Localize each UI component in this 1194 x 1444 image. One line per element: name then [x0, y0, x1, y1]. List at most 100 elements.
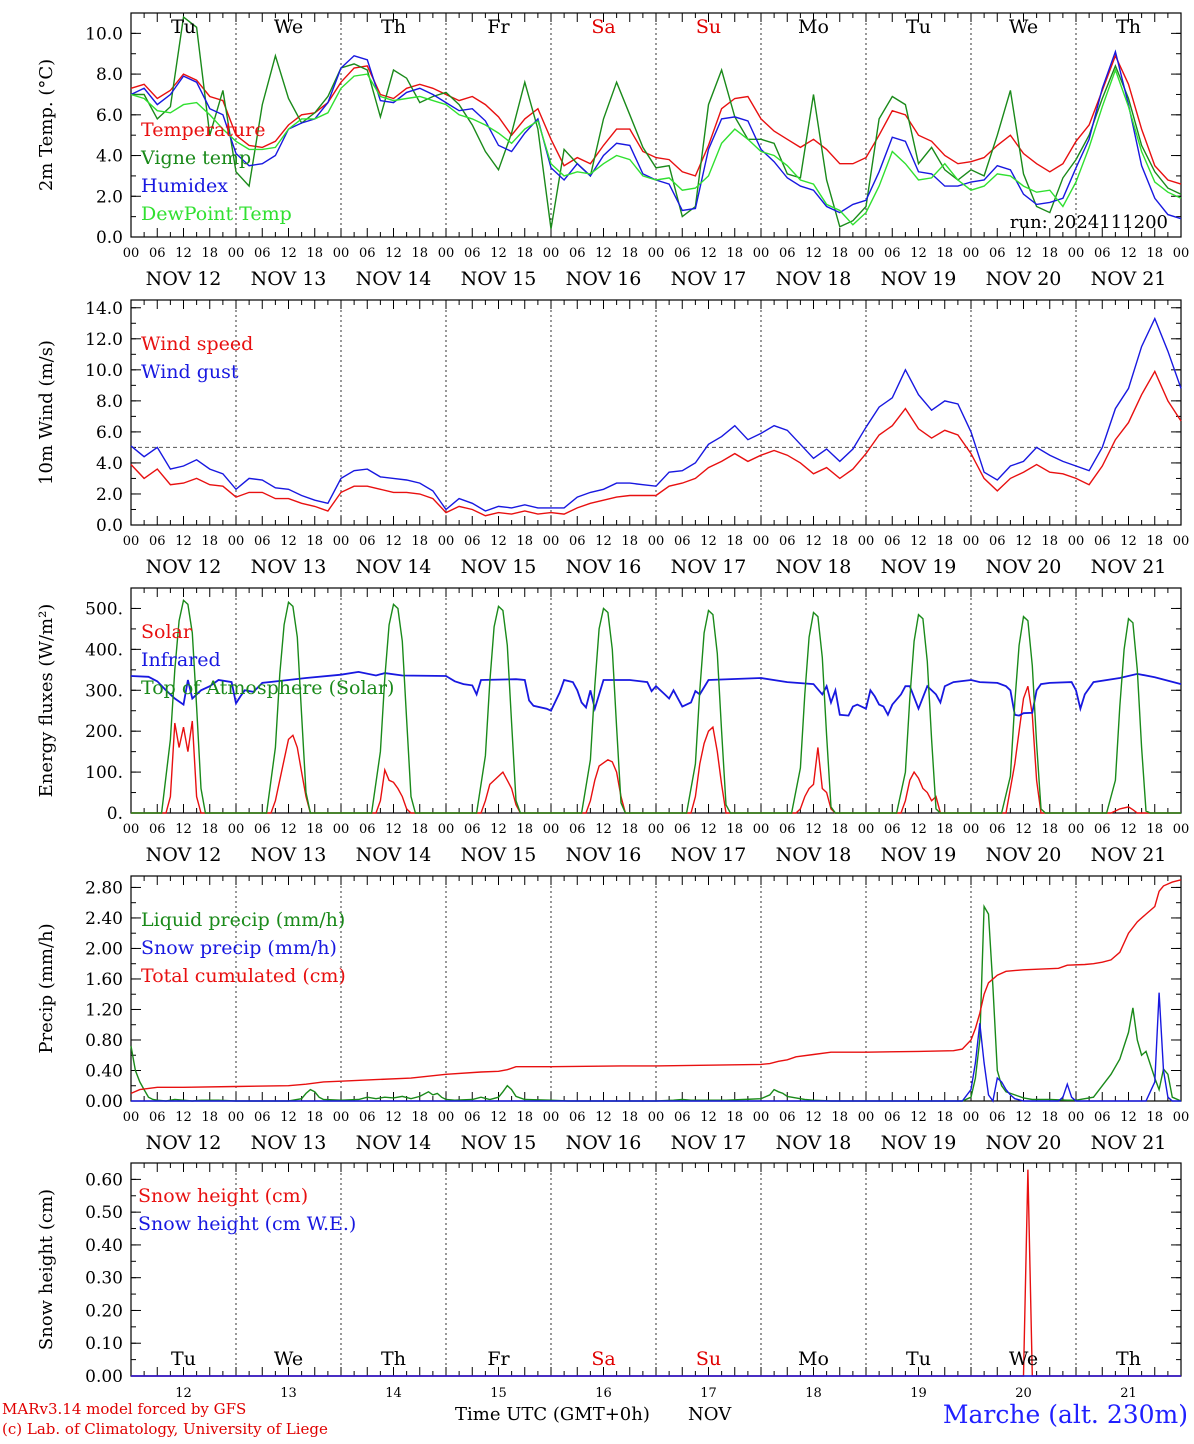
hour-tick-label: 00 — [438, 246, 455, 261]
legend-entry: Wind speed — [141, 333, 253, 355]
hour-tick-label: 06 — [989, 822, 1006, 837]
hour-tick-label: 06 — [464, 534, 481, 549]
y-tick-label: 2.00 — [85, 939, 123, 959]
hour-tick-label: 12 — [280, 246, 297, 261]
day-number-label: 15 — [490, 1386, 507, 1401]
hour-tick-label: 06 — [989, 246, 1006, 261]
hour-tick-label: 00 — [753, 534, 770, 549]
weekday-label: We — [1009, 16, 1038, 38]
hour-tick-label: 12 — [385, 246, 402, 261]
y-axis-label: Precip (mm/h) — [36, 923, 57, 1053]
legend-entry: Total cumulated (cm) — [141, 965, 346, 987]
hour-tick-label: 06 — [569, 822, 586, 837]
legend-entry: Snow precip (mm/h) — [141, 937, 337, 959]
hour-tick-label: 00 — [1068, 822, 1085, 837]
hour-tick-label: 18 — [411, 534, 428, 549]
hour-tick-label: 12 — [490, 1110, 507, 1125]
hour-tick-label: 12 — [1120, 534, 1137, 549]
date-label: NOV 14 — [356, 268, 432, 290]
hour-tick-label: 06 — [464, 246, 481, 261]
y-tick-label: 10.0 — [85, 24, 123, 44]
day-number-label: 13 — [280, 1386, 297, 1401]
weekday-label: Mo — [798, 1348, 829, 1370]
hour-tick-label: 06 — [1094, 534, 1111, 549]
hour-tick-label: 06 — [464, 1110, 481, 1125]
legend-entry: Infrared — [141, 649, 221, 671]
date-label: NOV 13 — [251, 268, 327, 290]
hour-tick-label: 18 — [936, 822, 953, 837]
y-tick-label: 0.00 — [85, 1092, 123, 1112]
hour-tick-label: 06 — [989, 1110, 1006, 1125]
hour-tick-label: 18 — [621, 822, 638, 837]
legend-entry: Humidex — [141, 175, 228, 197]
hour-tick-label: 00 — [1173, 246, 1190, 261]
hour-tick-label: 18 — [1041, 1110, 1058, 1125]
hour-tick-label: 12 — [280, 822, 297, 837]
hour-tick-label: 00 — [858, 822, 875, 837]
y-tick-label: 0.30 — [85, 1269, 123, 1289]
hour-tick-label: 12 — [1120, 822, 1137, 837]
date-label: NOV 16 — [566, 556, 642, 578]
date-label: NOV 17 — [671, 556, 747, 578]
date-label: NOV 21 — [1091, 1132, 1167, 1154]
hour-tick-label: 00 — [333, 246, 350, 261]
y-tick-label: 6.0 — [96, 106, 123, 126]
model-credit: MARv3.14 model forced by GFS — [2, 1400, 247, 1418]
hour-tick-label: 06 — [674, 534, 691, 549]
weekday-label: Tu — [171, 1348, 196, 1370]
hour-tick-label: 00 — [123, 534, 140, 549]
series-line — [131, 598, 1181, 814]
hour-tick-label: 12 — [1120, 246, 1137, 261]
series-line — [130, 670, 1182, 717]
hour-tick-label: 18 — [306, 1110, 323, 1125]
hour-tick-label: 18 — [726, 246, 743, 261]
legend-entry: Snow height (cm W.E.) — [138, 1213, 356, 1235]
date-label: NOV 19 — [881, 268, 957, 290]
legend-entry: Solar — [141, 621, 193, 643]
hour-tick-label: 18 — [726, 822, 743, 837]
date-label: NOV 15 — [461, 1132, 537, 1154]
hour-tick-label: 12 — [490, 822, 507, 837]
hour-tick-label: 06 — [149, 1110, 166, 1125]
hour-tick-label: 06 — [149, 246, 166, 261]
hour-tick-label: 18 — [936, 534, 953, 549]
y-tick-label: 400. — [85, 640, 123, 660]
hour-tick-label: 12 — [490, 534, 507, 549]
hour-tick-label: 06 — [569, 246, 586, 261]
hour-tick-label: 06 — [1094, 246, 1111, 261]
series-line — [131, 992, 1181, 1103]
date-label: NOV 12 — [146, 268, 222, 290]
date-label: NOV 18 — [776, 844, 852, 866]
y-axis-label: 2m Temp. (°C) — [36, 59, 57, 191]
hour-tick-label: 06 — [464, 822, 481, 837]
day-number-label: 20 — [1015, 1386, 1032, 1401]
hour-tick-label: 00 — [963, 822, 980, 837]
hour-tick-label: 12 — [385, 1110, 402, 1125]
date-label: NOV 19 — [881, 1132, 957, 1154]
hour-tick-label: 06 — [884, 1110, 901, 1125]
hour-tick-label: 00 — [543, 534, 560, 549]
hour-tick-label: 18 — [1041, 534, 1058, 549]
legend-entry: DewPoint Temp — [141, 203, 292, 225]
hour-tick-label: 06 — [359, 534, 376, 549]
date-label: NOV 19 — [881, 556, 957, 578]
y-tick-label: 1.60 — [85, 970, 123, 990]
date-label: NOV 17 — [671, 1132, 747, 1154]
date-label: NOV 17 — [671, 268, 747, 290]
date-label: NOV 15 — [461, 556, 537, 578]
y-tick-label: 0.40 — [85, 1061, 123, 1081]
hour-tick-label: 00 — [123, 822, 140, 837]
hour-tick-label: 12 — [1015, 822, 1032, 837]
hour-tick-label: 18 — [936, 246, 953, 261]
hour-tick-label: 06 — [254, 1110, 271, 1125]
y-tick-label: 0.00 — [85, 1367, 123, 1387]
hour-tick-label: 12 — [175, 534, 192, 549]
date-label: NOV 14 — [356, 1132, 432, 1154]
hour-tick-label: 06 — [359, 822, 376, 837]
date-label: NOV 16 — [566, 844, 642, 866]
y-tick-label: 0.0 — [96, 228, 123, 248]
y-tick-label: 0.50 — [85, 1203, 123, 1223]
hour-tick-label: 00 — [333, 1110, 350, 1125]
